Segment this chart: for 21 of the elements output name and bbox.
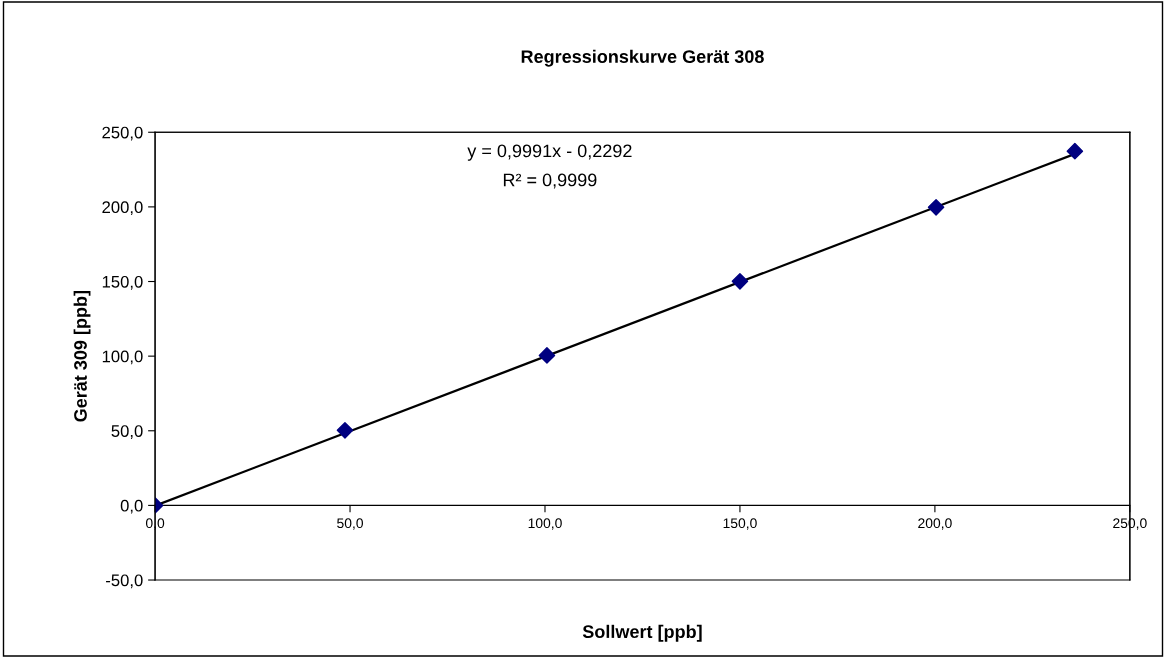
y-tick-label: 50,0 <box>111 425 143 439</box>
annotation: R² = 0,9999 <box>503 173 597 189</box>
y-tick-label: 0,0 <box>120 499 143 514</box>
point <box>538 347 556 364</box>
x-axis-title: Sollwert [ppb] <box>582 624 702 642</box>
y-tick-label: 100,0 <box>102 350 143 365</box>
annotation: y = 0,9991x - 0,2292 <box>467 144 632 161</box>
y-axis-title: Gerät 309 [ppb] <box>73 290 91 422</box>
point <box>1066 142 1084 160</box>
y-tick-label: 150,0 <box>102 275 143 290</box>
point <box>731 273 749 290</box>
y-tick-label: 250,0 <box>102 126 143 141</box>
chart-title: Regressionskurve Gerät 308 <box>521 49 764 67</box>
x-tick-label: 150,0 <box>723 518 757 530</box>
x-tick-label: 100,0 <box>528 518 562 530</box>
point <box>336 422 354 439</box>
y-tick-label: -50,0 <box>106 574 143 589</box>
x-tick-label: 200,0 <box>918 518 952 530</box>
y-tick-label: 200,0 <box>102 201 143 216</box>
point <box>927 199 945 216</box>
x-tick-label: 50,0 <box>337 518 364 530</box>
